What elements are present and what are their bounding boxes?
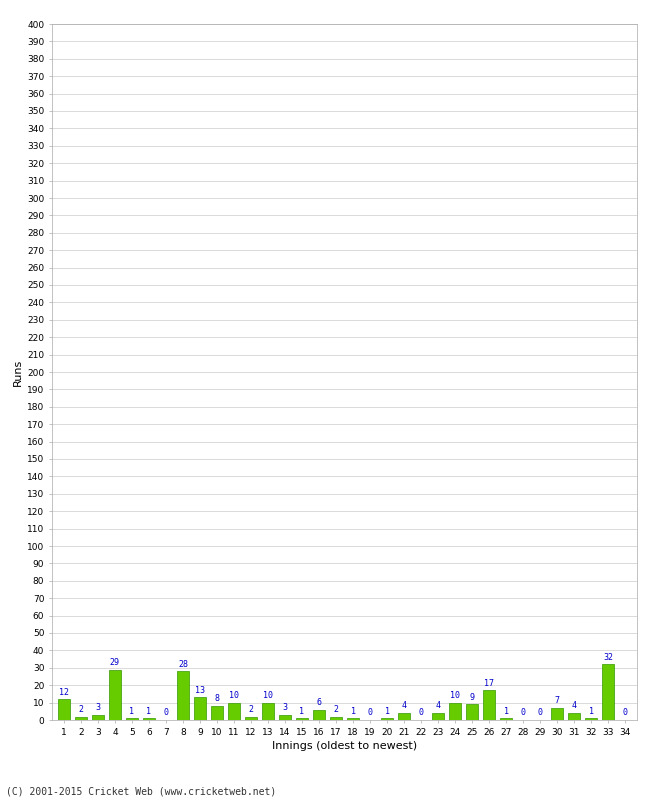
Bar xyxy=(92,714,104,720)
Bar xyxy=(585,718,597,720)
Text: 32: 32 xyxy=(603,653,613,662)
Bar xyxy=(143,718,155,720)
Bar xyxy=(109,670,121,720)
Bar xyxy=(347,718,359,720)
Text: 4: 4 xyxy=(402,702,406,710)
Y-axis label: Runs: Runs xyxy=(13,358,23,386)
Text: 0: 0 xyxy=(521,708,526,718)
Text: 4: 4 xyxy=(436,702,441,710)
Bar xyxy=(432,713,444,720)
Text: 10: 10 xyxy=(450,691,460,700)
Bar xyxy=(449,702,461,720)
Bar xyxy=(466,704,478,720)
Text: 3: 3 xyxy=(96,703,100,712)
Bar xyxy=(483,690,495,720)
Bar xyxy=(279,714,291,720)
Text: 2: 2 xyxy=(248,705,254,714)
Bar xyxy=(245,717,257,720)
Text: (C) 2001-2015 Cricket Web (www.cricketweb.net): (C) 2001-2015 Cricket Web (www.cricketwe… xyxy=(6,786,277,796)
Text: 12: 12 xyxy=(59,687,69,697)
Text: 1: 1 xyxy=(385,706,389,716)
Text: 13: 13 xyxy=(195,686,205,694)
Bar xyxy=(211,706,223,720)
Text: 10: 10 xyxy=(263,691,273,700)
Text: 9: 9 xyxy=(469,693,474,702)
Bar xyxy=(194,698,206,720)
Bar xyxy=(262,702,274,720)
Text: 2: 2 xyxy=(333,705,339,714)
Text: 17: 17 xyxy=(484,679,494,688)
Text: 1: 1 xyxy=(300,706,304,716)
Text: 1: 1 xyxy=(350,706,356,716)
Text: 28: 28 xyxy=(178,660,188,669)
Text: 1: 1 xyxy=(146,706,151,716)
Text: 0: 0 xyxy=(538,708,543,718)
Bar xyxy=(500,718,512,720)
Text: 0: 0 xyxy=(367,708,372,718)
Text: 1: 1 xyxy=(589,706,593,716)
Bar xyxy=(398,713,410,720)
Bar xyxy=(330,717,342,720)
Bar xyxy=(75,717,87,720)
X-axis label: Innings (oldest to newest): Innings (oldest to newest) xyxy=(272,741,417,751)
Text: 0: 0 xyxy=(163,708,168,718)
Text: 1: 1 xyxy=(504,706,508,716)
Bar xyxy=(381,718,393,720)
Bar xyxy=(228,702,240,720)
Text: 0: 0 xyxy=(419,708,424,718)
Bar xyxy=(602,664,614,720)
Bar xyxy=(568,713,580,720)
Bar xyxy=(296,718,308,720)
Text: 6: 6 xyxy=(317,698,322,707)
Bar xyxy=(126,718,138,720)
Text: 8: 8 xyxy=(214,694,220,703)
Bar xyxy=(58,699,70,720)
Text: 3: 3 xyxy=(283,703,287,712)
Bar xyxy=(551,708,563,720)
Text: 29: 29 xyxy=(110,658,120,667)
Bar xyxy=(177,671,189,720)
Text: 7: 7 xyxy=(554,696,560,706)
Text: 4: 4 xyxy=(571,702,577,710)
Text: 10: 10 xyxy=(229,691,239,700)
Text: 1: 1 xyxy=(129,706,135,716)
Text: 2: 2 xyxy=(79,705,83,714)
Text: 0: 0 xyxy=(623,708,628,718)
Bar xyxy=(313,710,325,720)
